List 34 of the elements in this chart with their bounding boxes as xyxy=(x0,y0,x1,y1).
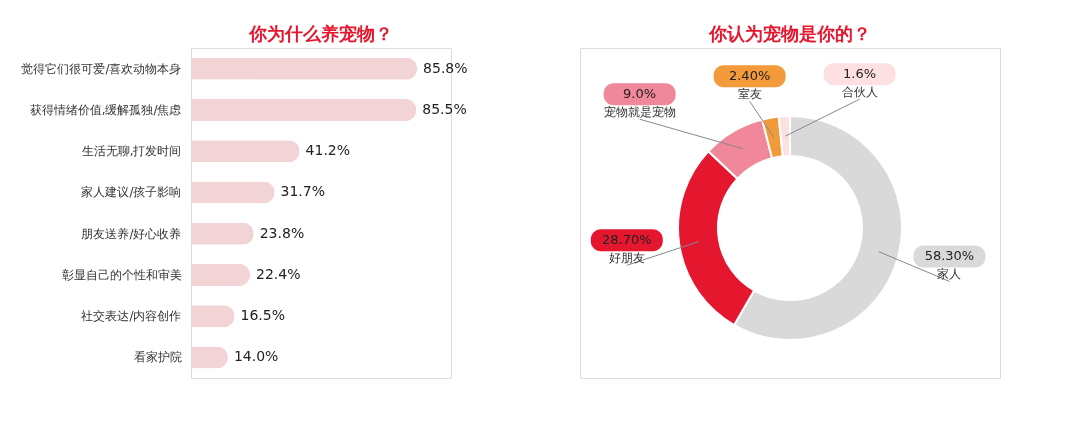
y-tick-label: 生活无聊,打发时间 xyxy=(81,144,182,159)
slice-label: 合伙人 xyxy=(841,85,878,100)
data-label: 85.5% xyxy=(422,100,467,117)
y-tick-label: 看家护院 xyxy=(133,350,182,365)
y-tick-label: 觉得它们很可爱/喜欢动物本身 xyxy=(21,61,182,76)
bar xyxy=(191,181,275,204)
data-label: 58.30% xyxy=(924,248,975,264)
bar xyxy=(191,57,418,80)
data-label: 16.5% xyxy=(240,307,285,324)
data-label: 2.40% xyxy=(728,68,771,84)
slice-label: 好朋友 xyxy=(608,251,645,266)
chart-title: 你认为宠物是你的？ xyxy=(708,23,871,44)
data-label: 85.8% xyxy=(423,59,468,76)
data-label: 23.8% xyxy=(259,224,305,241)
y-tick-label: 朋友送养/好心收养 xyxy=(81,226,182,241)
data-label: 1.6% xyxy=(843,66,877,82)
data-label: 28.70% xyxy=(602,232,652,248)
slice-label: 家人 xyxy=(937,267,962,282)
chart-title: 你为什么养宠物？ xyxy=(248,23,393,44)
data-label: 14.0% xyxy=(233,348,279,365)
data-label: 9.0% xyxy=(623,86,657,102)
y-tick-label: 获得情绪价值,缓解孤独/焦虑 xyxy=(29,102,182,117)
slice-label: 宠物就是宠物 xyxy=(603,105,676,120)
slice-label: 室友 xyxy=(737,87,762,102)
y-tick-label: 彰显自己的个性和审美 xyxy=(61,267,182,282)
data-label: 41.2% xyxy=(305,142,351,159)
y-tick-label: 社交表达/内容创作 xyxy=(81,309,182,324)
bar xyxy=(191,98,417,121)
data-label: 31.7% xyxy=(280,183,326,200)
bar xyxy=(191,263,251,286)
bar xyxy=(191,140,300,163)
y-tick-label: 家人建议/孩子影响 xyxy=(81,185,182,200)
data-label: 22.4% xyxy=(256,265,301,282)
bar xyxy=(191,222,254,245)
